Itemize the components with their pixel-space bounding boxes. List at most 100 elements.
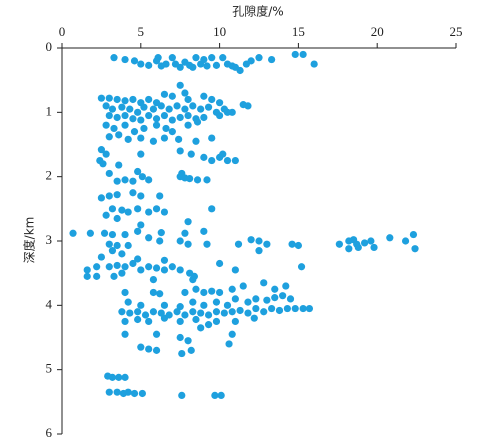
point bbox=[129, 177, 137, 185]
x-tick-label: 10 bbox=[213, 24, 226, 39]
point bbox=[204, 311, 213, 319]
point bbox=[121, 263, 129, 271]
point bbox=[176, 237, 184, 245]
point bbox=[126, 309, 134, 317]
point bbox=[93, 272, 101, 280]
y-tick-label: 1 bbox=[46, 103, 53, 118]
point bbox=[360, 239, 369, 247]
point bbox=[212, 308, 221, 316]
point bbox=[137, 192, 145, 200]
point bbox=[220, 309, 228, 317]
point bbox=[255, 237, 263, 245]
point bbox=[401, 237, 410, 245]
point bbox=[140, 103, 148, 111]
point bbox=[219, 54, 227, 62]
point bbox=[197, 105, 205, 113]
x-axis-title: 孔隙度/% bbox=[232, 4, 283, 19]
point bbox=[121, 288, 129, 297]
point bbox=[137, 150, 145, 158]
point bbox=[244, 309, 252, 317]
point bbox=[145, 61, 153, 69]
point bbox=[260, 308, 268, 316]
point bbox=[239, 282, 247, 290]
point bbox=[192, 54, 200, 62]
point bbox=[247, 57, 255, 65]
point bbox=[197, 309, 205, 317]
point bbox=[156, 192, 164, 200]
point bbox=[184, 218, 192, 226]
point bbox=[208, 287, 216, 295]
point bbox=[288, 240, 296, 248]
point bbox=[367, 237, 375, 245]
point bbox=[152, 346, 161, 354]
point bbox=[297, 263, 306, 271]
point bbox=[124, 388, 132, 396]
point bbox=[165, 105, 173, 113]
point bbox=[108, 105, 117, 113]
point bbox=[217, 391, 225, 399]
point bbox=[130, 389, 139, 398]
point bbox=[189, 63, 197, 71]
point bbox=[160, 208, 169, 216]
point bbox=[105, 169, 113, 178]
point bbox=[110, 124, 118, 133]
point bbox=[181, 288, 189, 297]
point bbox=[129, 95, 137, 104]
point bbox=[176, 266, 184, 274]
point bbox=[130, 128, 139, 136]
point bbox=[141, 311, 150, 319]
point bbox=[129, 189, 137, 197]
point bbox=[305, 304, 314, 313]
point bbox=[113, 388, 121, 396]
point bbox=[113, 214, 121, 223]
point bbox=[208, 134, 216, 142]
point bbox=[208, 156, 216, 165]
point bbox=[204, 321, 213, 329]
point bbox=[260, 279, 268, 287]
point bbox=[121, 121, 129, 129]
point bbox=[118, 308, 126, 316]
point bbox=[181, 229, 189, 237]
point bbox=[134, 308, 142, 316]
point bbox=[152, 205, 161, 213]
point bbox=[212, 317, 221, 326]
point bbox=[223, 156, 232, 165]
point bbox=[173, 308, 181, 316]
point bbox=[113, 95, 121, 104]
point bbox=[149, 105, 158, 113]
point bbox=[255, 54, 263, 62]
y-tick-label: 2 bbox=[46, 168, 53, 183]
point bbox=[228, 308, 236, 316]
point bbox=[121, 111, 129, 120]
point bbox=[124, 208, 132, 216]
point bbox=[160, 90, 169, 98]
point bbox=[149, 288, 158, 297]
point bbox=[162, 60, 170, 68]
point bbox=[411, 245, 419, 253]
point bbox=[193, 118, 202, 126]
point bbox=[212, 61, 221, 69]
point bbox=[102, 121, 110, 129]
point bbox=[184, 240, 192, 248]
point bbox=[115, 161, 123, 169]
point bbox=[121, 55, 129, 64]
point bbox=[197, 324, 205, 332]
y-tick-label: 4 bbox=[46, 296, 53, 311]
point bbox=[97, 146, 105, 154]
point bbox=[192, 137, 200, 145]
point bbox=[212, 298, 221, 306]
point bbox=[176, 113, 184, 122]
point bbox=[193, 176, 202, 184]
point bbox=[282, 282, 290, 290]
point bbox=[149, 276, 158, 284]
point bbox=[137, 221, 145, 229]
point bbox=[97, 194, 105, 202]
point bbox=[134, 205, 142, 213]
point bbox=[216, 259, 224, 268]
point bbox=[178, 349, 186, 358]
point bbox=[152, 330, 161, 338]
point bbox=[129, 115, 137, 123]
point bbox=[134, 167, 142, 176]
point bbox=[138, 389, 146, 398]
point bbox=[216, 111, 224, 120]
